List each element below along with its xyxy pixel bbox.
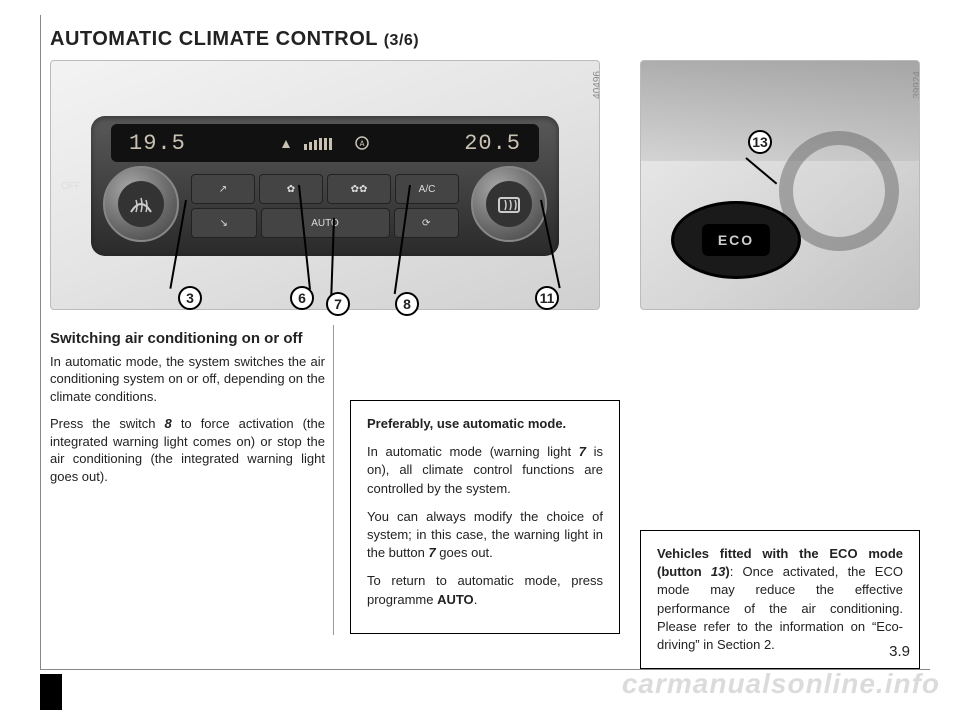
airflow-down-button: ↘ <box>191 208 257 238</box>
eco-button-zoom: ECO <box>671 201 801 279</box>
mid-line3-ref: 7 <box>428 545 435 560</box>
dual-label: DUAL <box>564 181 591 192</box>
note-box-eco-mode: Vehicles fitted with the ECO mode (butto… <box>640 530 920 669</box>
mid-line3: You can always modify the choice of syst… <box>367 508 603 563</box>
callout-8: 8 <box>395 292 419 316</box>
note-box-automatic-mode: Preferably, use automatic mode. In autom… <box>350 400 620 634</box>
image-id-left: 40496 <box>592 71 600 99</box>
callout-6: 6 <box>290 286 314 310</box>
left-dial <box>103 166 179 242</box>
left-text-column: Switching air conditioning on or off In … <box>50 330 325 496</box>
display-right-temp: 20.5 <box>464 131 521 156</box>
off-label: OFF <box>61 181 81 192</box>
defrost-rear-icon <box>496 194 522 214</box>
fan-bars-icon <box>304 136 344 150</box>
left-para-2: Press the switch 8 to force activation (… <box>50 415 325 485</box>
display-left-temp: 19.5 <box>129 131 186 156</box>
airflow-icon <box>280 136 294 150</box>
svg-text:A: A <box>360 140 365 149</box>
mid-line1: Preferably, use automatic mode. <box>367 416 566 431</box>
mid-line4-bold: AUTO <box>437 592 474 607</box>
climate-display: 19.5 A 20.5 <box>111 124 539 162</box>
right-note-text: Vehicles fitted with the ECO mode (butto… <box>657 545 903 654</box>
column-divider <box>333 325 334 635</box>
button-row-bottom: ↘ AUTO ⟳ <box>191 208 459 238</box>
eco-chip: ECO <box>702 224 770 256</box>
mid-line4: To return to automatic mode, press progr… <box>367 572 603 608</box>
defrost-front-icon <box>128 194 154 214</box>
fan-plus-button: ✿✿ <box>327 174 391 204</box>
mid-line4-b: . <box>474 592 478 607</box>
climate-panel: 19.5 A 20.5 OFF DUAL ↗ ✿ ✿✿ A/C <box>91 116 559 256</box>
callout-13: 13 <box>748 130 772 154</box>
callout-7: 7 <box>326 292 350 316</box>
ac-button: A/C <box>395 174 459 204</box>
mid-line2: In automatic mode (warning light 7 is on… <box>367 443 603 498</box>
fan-minus-button: ✿ <box>259 174 323 204</box>
interior-illustration: 39924 ECO <box>640 60 920 310</box>
page-number: 3.9 <box>889 643 910 660</box>
mid-line2-a: In automatic mode (warning light <box>367 444 579 459</box>
callout-11: 11 <box>535 286 559 310</box>
left-para2-a: Press the switch <box>50 416 165 431</box>
mid-line3-b: goes out. <box>436 545 493 560</box>
auto-circle-icon: A <box>354 135 370 151</box>
left-heading: Switching air conditioning on or off <box>50 330 325 349</box>
auto-button: AUTO <box>261 208 390 238</box>
climate-control-illustration: 40496 19.5 A 20.5 OFF DUAL ↗ ✿ <box>50 60 600 310</box>
left-para-1: In automatic mode, the system switches t… <box>50 353 325 406</box>
title-main: AUTOMATIC CLIMATE CONTROL <box>50 28 378 50</box>
section-tab <box>40 674 62 710</box>
mid-line2-ref: 7 <box>579 444 586 459</box>
title-part: (3/6) <box>384 32 419 49</box>
airflow-up-button: ↗ <box>191 174 255 204</box>
mid-line4-a: To return to automatic mode, press progr… <box>367 573 603 606</box>
callout-3: 3 <box>178 286 202 310</box>
button-row-top: ↗ ✿ ✿✿ A/C <box>191 174 459 204</box>
watermark: carmanualsonline.info <box>622 668 940 700</box>
right-lead-ref: 13 <box>711 564 725 579</box>
display-mid-icons: A <box>280 135 370 151</box>
page-title: AUTOMATIC CLIMATE CONTROL (3/6) <box>50 28 419 51</box>
left-para2-ref: 8 <box>165 416 172 431</box>
right-dial <box>471 166 547 242</box>
